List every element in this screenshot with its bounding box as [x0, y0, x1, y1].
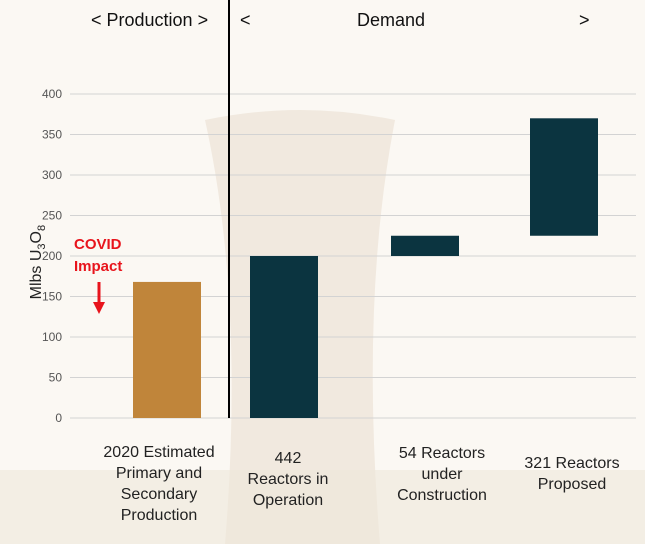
bars [133, 118, 598, 418]
y-tick-label: 200 [42, 249, 62, 263]
y-tick-label: 100 [42, 330, 62, 344]
bar [250, 256, 318, 418]
ground-haze [0, 470, 645, 544]
y-axis-label-part: Mlbs U [27, 249, 45, 300]
covid-arrow-head [93, 302, 105, 314]
covid-annotation-line: Impact [74, 258, 123, 275]
y-axis-label-part: O [27, 230, 45, 244]
covid-arrow [93, 282, 105, 314]
y-tick-label: 0 [55, 411, 62, 425]
demand-header-left-bracket: < [240, 10, 251, 30]
y-tick-label: 50 [49, 371, 63, 385]
y-axis-label-sub: 8 [36, 224, 49, 231]
y-axis-label: Mlbs U3O8 [28, 222, 48, 302]
demand-header-right-bracket: > [579, 10, 590, 30]
y-tick-labels: 0 50 100 150 200 250 300 350 400 [42, 87, 62, 425]
x-tick-label: 2020 Estimated Primary and Secondary Pro… [103, 444, 215, 524]
y-tick-label: 350 [42, 128, 62, 142]
covid-impact-annotation: COVID Impact [74, 234, 122, 278]
y-tick-label: 250 [42, 209, 62, 223]
demand-header: Demand [357, 10, 426, 30]
bar [391, 235, 459, 256]
bar [530, 118, 598, 236]
y-tick-label: 150 [42, 290, 62, 304]
bar [133, 281, 201, 418]
y-tick-label: 400 [42, 87, 62, 101]
covid-annotation-line: COVID [74, 236, 122, 253]
y-tick-label: 300 [42, 168, 62, 182]
x-tick-label: 54 Reactors under Construction [397, 445, 487, 504]
production-header: < Production > [91, 10, 209, 30]
x-tick-label: 321 Reactors Proposed [524, 455, 620, 493]
y-axis-label-sub: 3 [36, 243, 49, 250]
x-tick-label: 442 Reactors in Operation [247, 450, 329, 509]
